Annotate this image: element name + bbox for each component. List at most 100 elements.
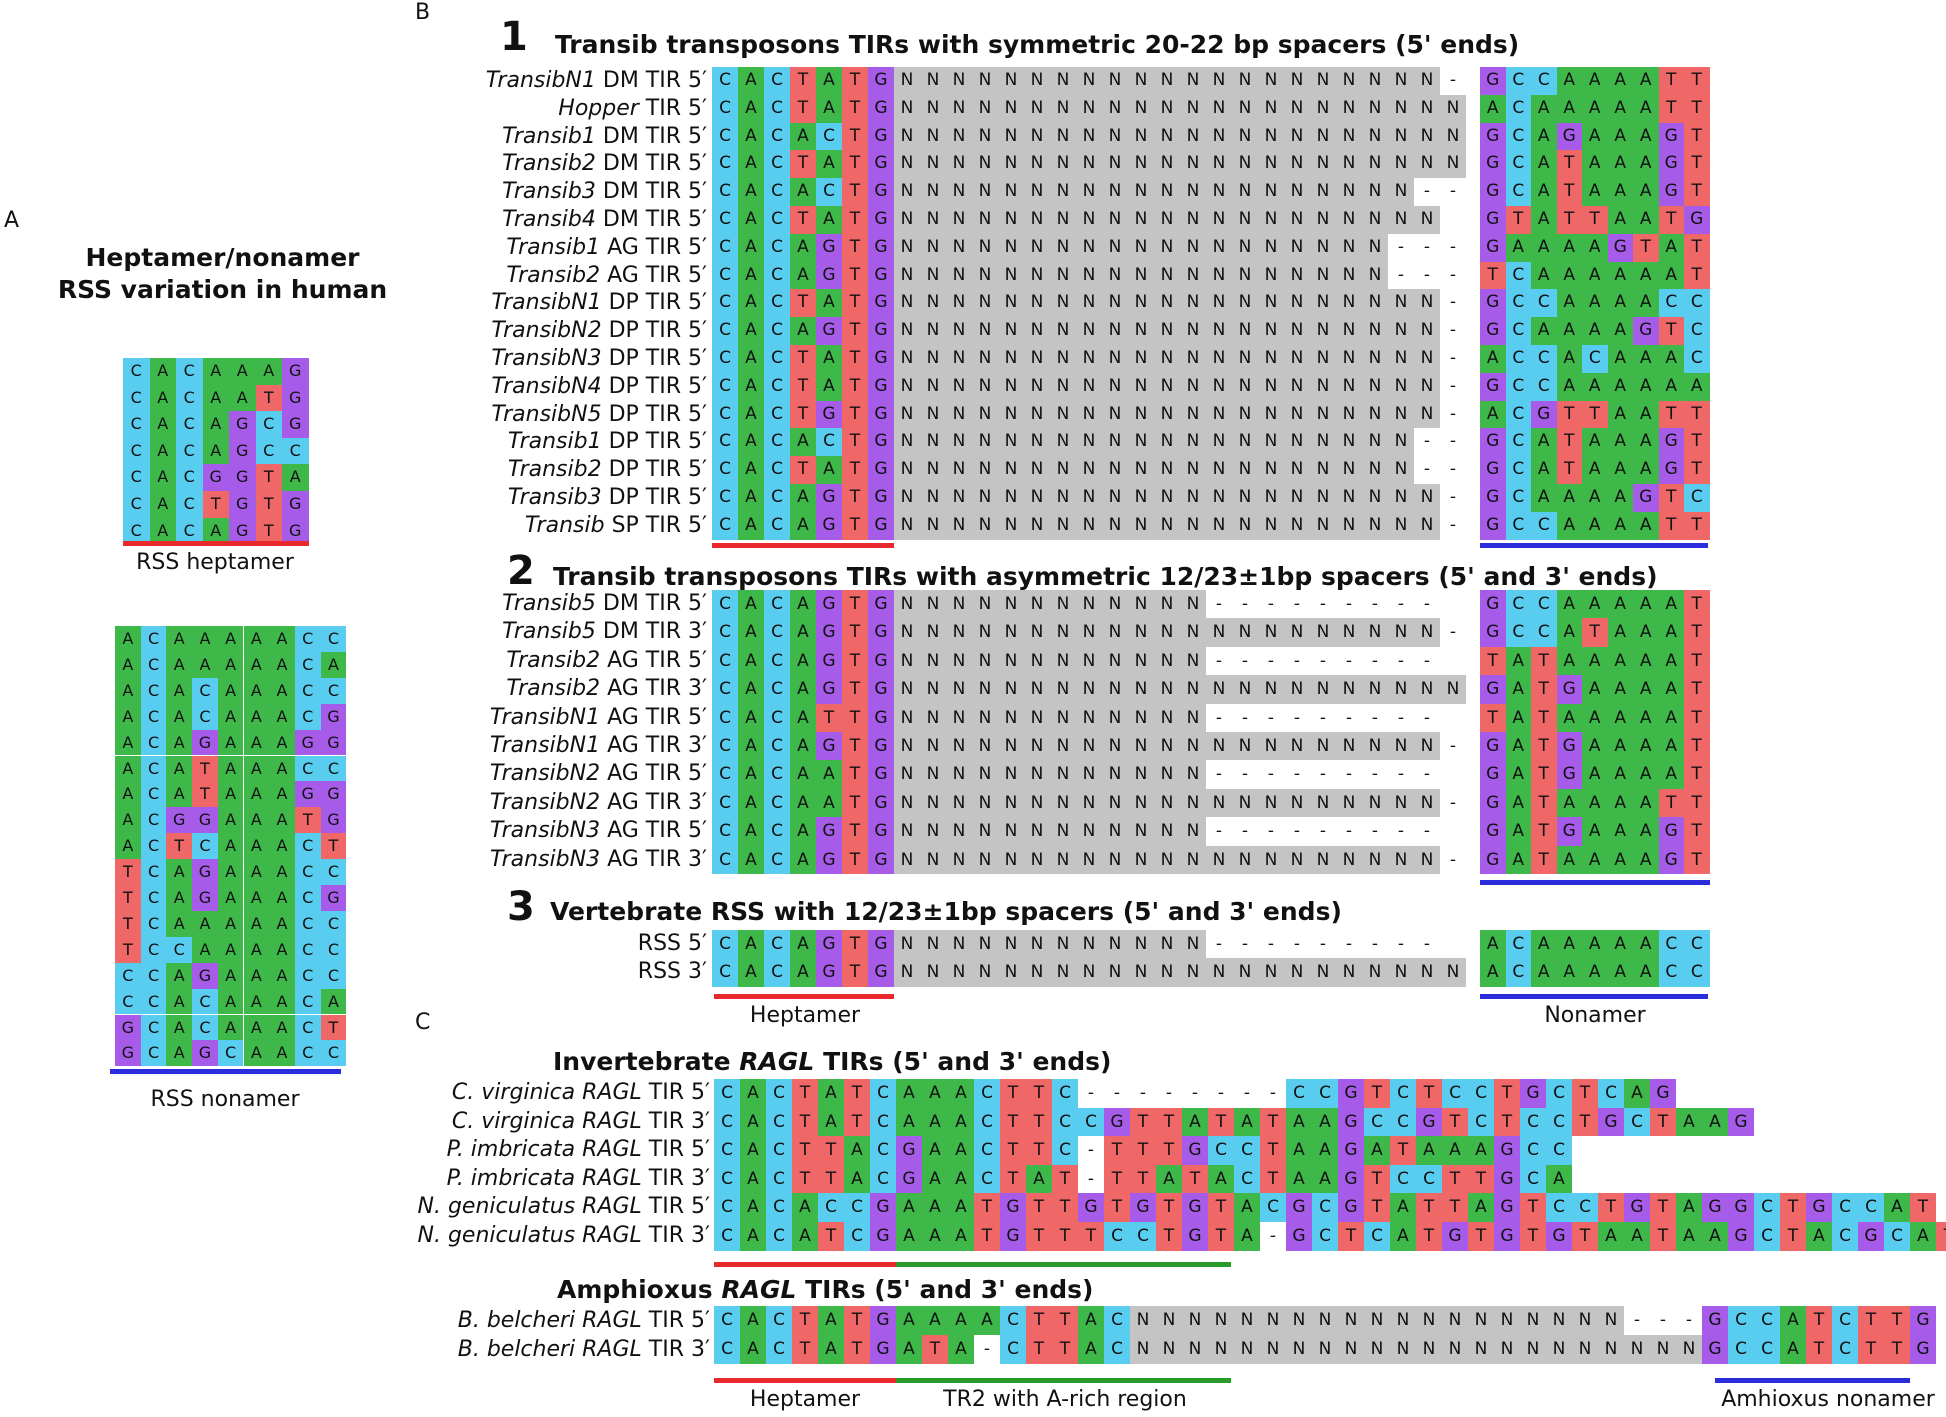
base-cell: N [1414, 289, 1440, 318]
base-cell: A [243, 651, 270, 678]
base-cell: N [1388, 178, 1414, 206]
base-cell: A [243, 626, 270, 652]
base-cell: A [816, 150, 842, 179]
base-cell: T [816, 703, 842, 732]
base-cell: A [974, 1306, 1000, 1335]
base-cell: N [1310, 428, 1336, 457]
gap-cell: - [1319, 707, 1327, 728]
base-cell: C [140, 1040, 167, 1067]
base-cell: A [1607, 261, 1633, 290]
base-cell: N [1128, 289, 1154, 318]
base-cell: N [1128, 958, 1154, 987]
base-cell: C [712, 206, 738, 234]
base-cell: G [1702, 1335, 1728, 1364]
base-cell: A [1607, 400, 1633, 429]
base-cell: C [764, 150, 790, 179]
base-cell: N [1024, 511, 1050, 540]
base-cell: N [1128, 590, 1154, 619]
empty-cell [1440, 206, 1466, 234]
base-cell: N [1336, 845, 1362, 874]
gap-cell: - [1215, 707, 1223, 728]
base-cell: A [1416, 1136, 1442, 1165]
base-cell: T [255, 517, 282, 545]
gap-cell: - [1215, 650, 1223, 671]
gap-cell: - [1293, 650, 1301, 671]
base-cell: C [714, 1222, 740, 1251]
base-cell: N [1154, 958, 1180, 987]
section-3-title: Vertebrate RSS with 12/23±1bp spacers (5… [550, 897, 1342, 926]
gap-cell: - [1449, 849, 1457, 870]
base-cell: N [1206, 400, 1232, 429]
base-cell: N [972, 233, 998, 262]
gap-cell: - [1449, 348, 1457, 368]
base-cell: A [166, 729, 193, 756]
section-1-heptamer-bar [712, 543, 894, 548]
base-cell: N [1362, 122, 1388, 151]
base-cell: G [816, 590, 842, 619]
base-cell: T [1260, 1164, 1286, 1194]
base-cell: C [764, 958, 790, 987]
base-cell: N [1232, 958, 1258, 987]
base-cell: N [1128, 94, 1154, 123]
base-cell: T [1684, 732, 1710, 761]
base-cell: N [1258, 675, 1284, 704]
base-cell: T [790, 345, 816, 373]
base-cell: T [1505, 206, 1531, 234]
base-cell: T [1364, 1164, 1390, 1194]
base-cell: C [1546, 1107, 1572, 1137]
base-cell: G [816, 511, 842, 540]
base-cell: C [320, 626, 347, 652]
base-cell: C [764, 372, 790, 401]
base-cell: T [1130, 1164, 1156, 1194]
base-cell: G [1480, 233, 1506, 262]
base-cell: N [920, 261, 946, 290]
base-cell: N [1180, 456, 1206, 484]
base-cell: N [1286, 1306, 1312, 1335]
base-cell: A [1582, 178, 1608, 206]
base-cell: N [920, 289, 946, 318]
base-cell: N [1180, 646, 1206, 676]
base-cell: G [1416, 1107, 1442, 1137]
base-cell: A [1684, 372, 1710, 401]
base-cell: C [712, 484, 738, 512]
base-cell: A [790, 618, 816, 647]
base-cell: N [1676, 1335, 1702, 1364]
base-cell: A [1312, 1107, 1338, 1137]
base-cell: T [790, 289, 816, 318]
base-cell: N [946, 958, 972, 987]
base-cell: C [764, 261, 790, 290]
base-cell: A [1658, 233, 1684, 262]
base-cell: T [1684, 94, 1710, 123]
base-cell: T [842, 511, 868, 540]
base-cell: N [1024, 760, 1050, 789]
base-cell: N [1128, 150, 1154, 179]
base-cell: N [1232, 428, 1258, 457]
base-cell: N [1050, 675, 1076, 704]
base-cell: T [1208, 1107, 1234, 1137]
base-cell: A [1633, 428, 1659, 457]
base-cell: C [712, 289, 738, 318]
base-cell: N [1284, 788, 1310, 818]
base-cell: A [1556, 703, 1582, 732]
base-cell: N [1336, 150, 1362, 179]
base-cell: G [816, 675, 842, 704]
base-cell: C [974, 1079, 1000, 1108]
base-cell: T [1658, 94, 1684, 123]
base-cell: N [1362, 345, 1388, 373]
base-cell: N [1388, 150, 1414, 179]
base-cell: T [166, 833, 193, 860]
gap-cell: - [1241, 934, 1249, 954]
base-cell: N [1024, 958, 1050, 987]
base-cell: G [229, 517, 256, 545]
base-cell: A [243, 1040, 270, 1067]
base-cell: A [738, 703, 764, 732]
base-cell: A [217, 936, 244, 963]
base-cell: T [1556, 400, 1582, 429]
invertebrate-title-post: TIRs (5' and 3' ends) [814, 1047, 1112, 1076]
base-cell: N [1076, 817, 1102, 846]
base-cell: G [1182, 1193, 1208, 1222]
base-cell: N [998, 261, 1024, 290]
gap-cell: - [1397, 934, 1405, 954]
base-cell: A [1234, 1193, 1260, 1222]
base-cell: T [1684, 511, 1710, 540]
